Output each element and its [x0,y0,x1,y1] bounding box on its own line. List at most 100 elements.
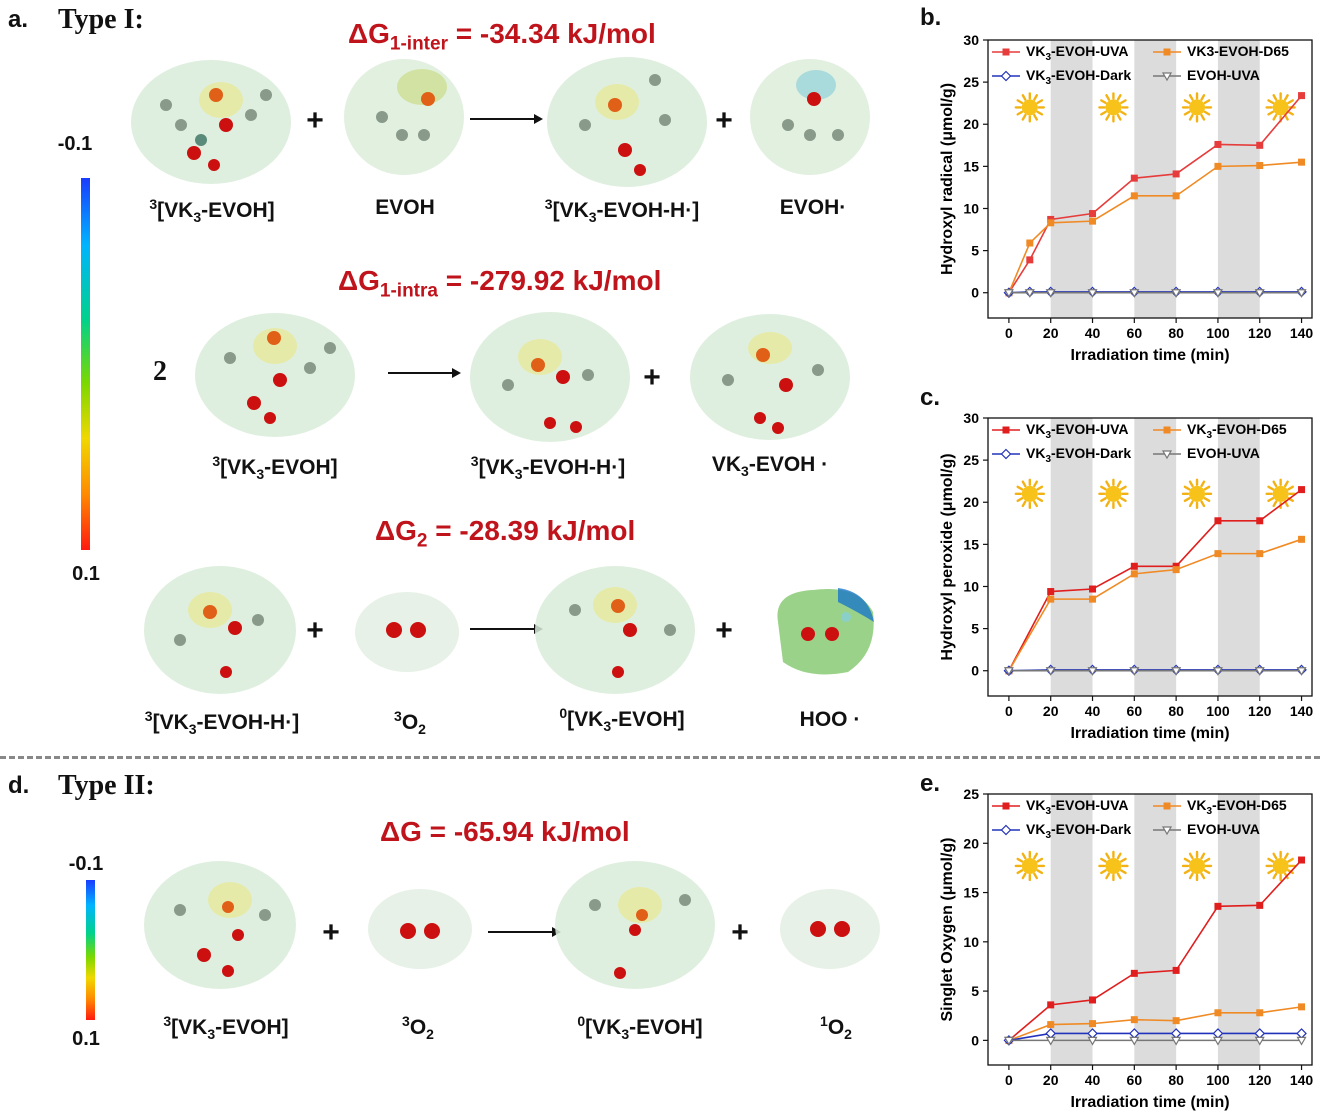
data-point [1212,289,1223,298]
data-point [1130,174,1138,182]
x-tick-label: 60 [1127,1072,1143,1088]
data-point [1087,667,1098,676]
data-point [1089,595,1097,603]
delta-g-inter: ΔG1-inter = -34.34 kJ/mol [348,18,656,55]
chart-hydroxyl-radical: 0 20 40 60 80 100 120 140 0 5 10 15 20 25 30 Irradiatio… [939,32,1314,364]
data-point [1089,210,1097,218]
data-point [1161,826,1173,836]
data-point [1024,289,1035,298]
dark-period-band [1050,40,1093,318]
data-point [1163,802,1171,810]
molecule-hoo-radical [777,588,874,675]
molecule-3vk3-evoh [144,861,296,989]
label-3vk3-evoh: 3[VK3-EVOH] [149,196,275,226]
label-3vk3-evoh-h: 3[VK3-EVOH-H·] [144,708,300,738]
x-tick-label: 60 [1127,703,1143,719]
esp-colorbar [81,178,90,550]
molecule-singlet-oxygen [780,889,880,969]
data-point [1130,1016,1138,1024]
plot-frame [987,39,1313,319]
data-point [1214,517,1222,525]
legend-label: VK3-EVOH-UVA [1026,43,1129,63]
data-point [1087,1036,1098,1046]
series-line [1008,859,1303,1041]
y-axis-label: Singlet Oxygen (μmol/g) [939,837,956,1021]
x-axis-label: Irradiation time (min) [1070,1094,1229,1111]
molecule-3vk3-evoh [131,60,291,184]
y-tick-label: 15 [963,536,979,552]
x-tick-label: 80 [1168,325,1184,341]
sun-icon [1265,92,1296,123]
dark-period-band [1217,794,1260,1065]
legend-label: VK3-EVOH-D65 [1187,421,1287,441]
x-tick-label: 0 [1005,703,1013,719]
data-point [1172,1017,1180,1025]
label-3vk3-evoh-h: 3[VK3-EVOH-H·] [544,196,700,226]
x-axis-label: Irradiation time (min) [1070,725,1229,742]
y-tick-label: 25 [963,786,979,802]
colorbar-top-label: -0.1 [68,853,104,875]
data-point [1002,48,1010,56]
molecule-triplet-oxygen [368,889,472,969]
y-tick-label: 10 [963,578,979,594]
sun-icon [1098,92,1129,123]
data-point [1296,1036,1307,1046]
x-tick-label: 140 [1290,325,1314,341]
x-axis-label: Irradiation time (min) [1070,347,1229,364]
data-point [1171,289,1182,298]
data-point [1002,802,1010,810]
x-tick-label: 40 [1085,1072,1101,1088]
x-tick-label: 0 [1005,1072,1013,1088]
plot-frame [987,417,1313,697]
colorbar-bottom-label: 0.1 [72,1028,100,1050]
dark-period-band [1134,418,1177,696]
data-point [1298,1003,1306,1011]
data-point [1163,426,1171,434]
data-point [1089,1020,1097,1028]
data-point [1130,570,1138,578]
data-point [1003,1036,1014,1046]
label-0vk3-evoh: 0[VK3-EVOH] [559,705,685,735]
panel-label-c: c. [920,384,941,411]
legend-label: EVOH-UVA [1187,445,1260,461]
legend-label: VK3-EVOH-UVA [1026,421,1129,441]
x-tick-label: 80 [1168,703,1184,719]
data-point [1254,289,1265,298]
data-point [1161,72,1173,82]
y-tick-label: 10 [963,934,979,950]
x-tick-label: 80 [1168,1072,1184,1088]
data-point [1003,289,1014,298]
plus-sign: + [715,614,733,647]
label-evoh: EVOH [375,196,435,219]
section-divider [0,756,1320,759]
legend-label: VK3-EVOH-Dark [1026,445,1131,465]
y-tick-label: 30 [963,410,979,426]
data-point [1172,170,1180,178]
molecule-vk3-evoh-radical [690,314,850,440]
data-point [1089,217,1097,225]
y-tick-label: 20 [963,494,979,510]
delta-g-2: ΔG2 = -28.39 kJ/mol [375,515,636,552]
dark-period-band [1134,794,1177,1065]
type-i-title: Type I: [58,4,144,35]
label-0vk3-evoh: 0[VK3-EVOH] [577,1013,703,1043]
legend-label: EVOH-UVA [1187,67,1260,83]
y-tick-label: 0 [971,285,979,301]
plus-sign: + [731,916,749,949]
data-point [1089,585,1097,593]
legend-label: VK3-EVOH-Dark [1026,67,1131,87]
legend-label: VK3-EVOH-UVA [1026,797,1129,817]
data-point [1214,162,1222,170]
data-point [1256,162,1264,170]
data-point [1254,1036,1265,1046]
data-point [1000,448,1012,460]
data-point [1212,667,1223,676]
data-point [1045,289,1056,298]
label-singlet-oxygen: 1O2 [820,1013,852,1043]
data-point [1214,1009,1222,1017]
y-tick-label: 5 [971,621,979,637]
sun-icon [1181,478,1213,510]
molecule-0vk3-evoh [555,861,715,989]
y-axis-label: Hydroxyl peroxide (μmol/g) [939,453,956,660]
stoichiometric-coefficient: 2 [153,356,167,387]
